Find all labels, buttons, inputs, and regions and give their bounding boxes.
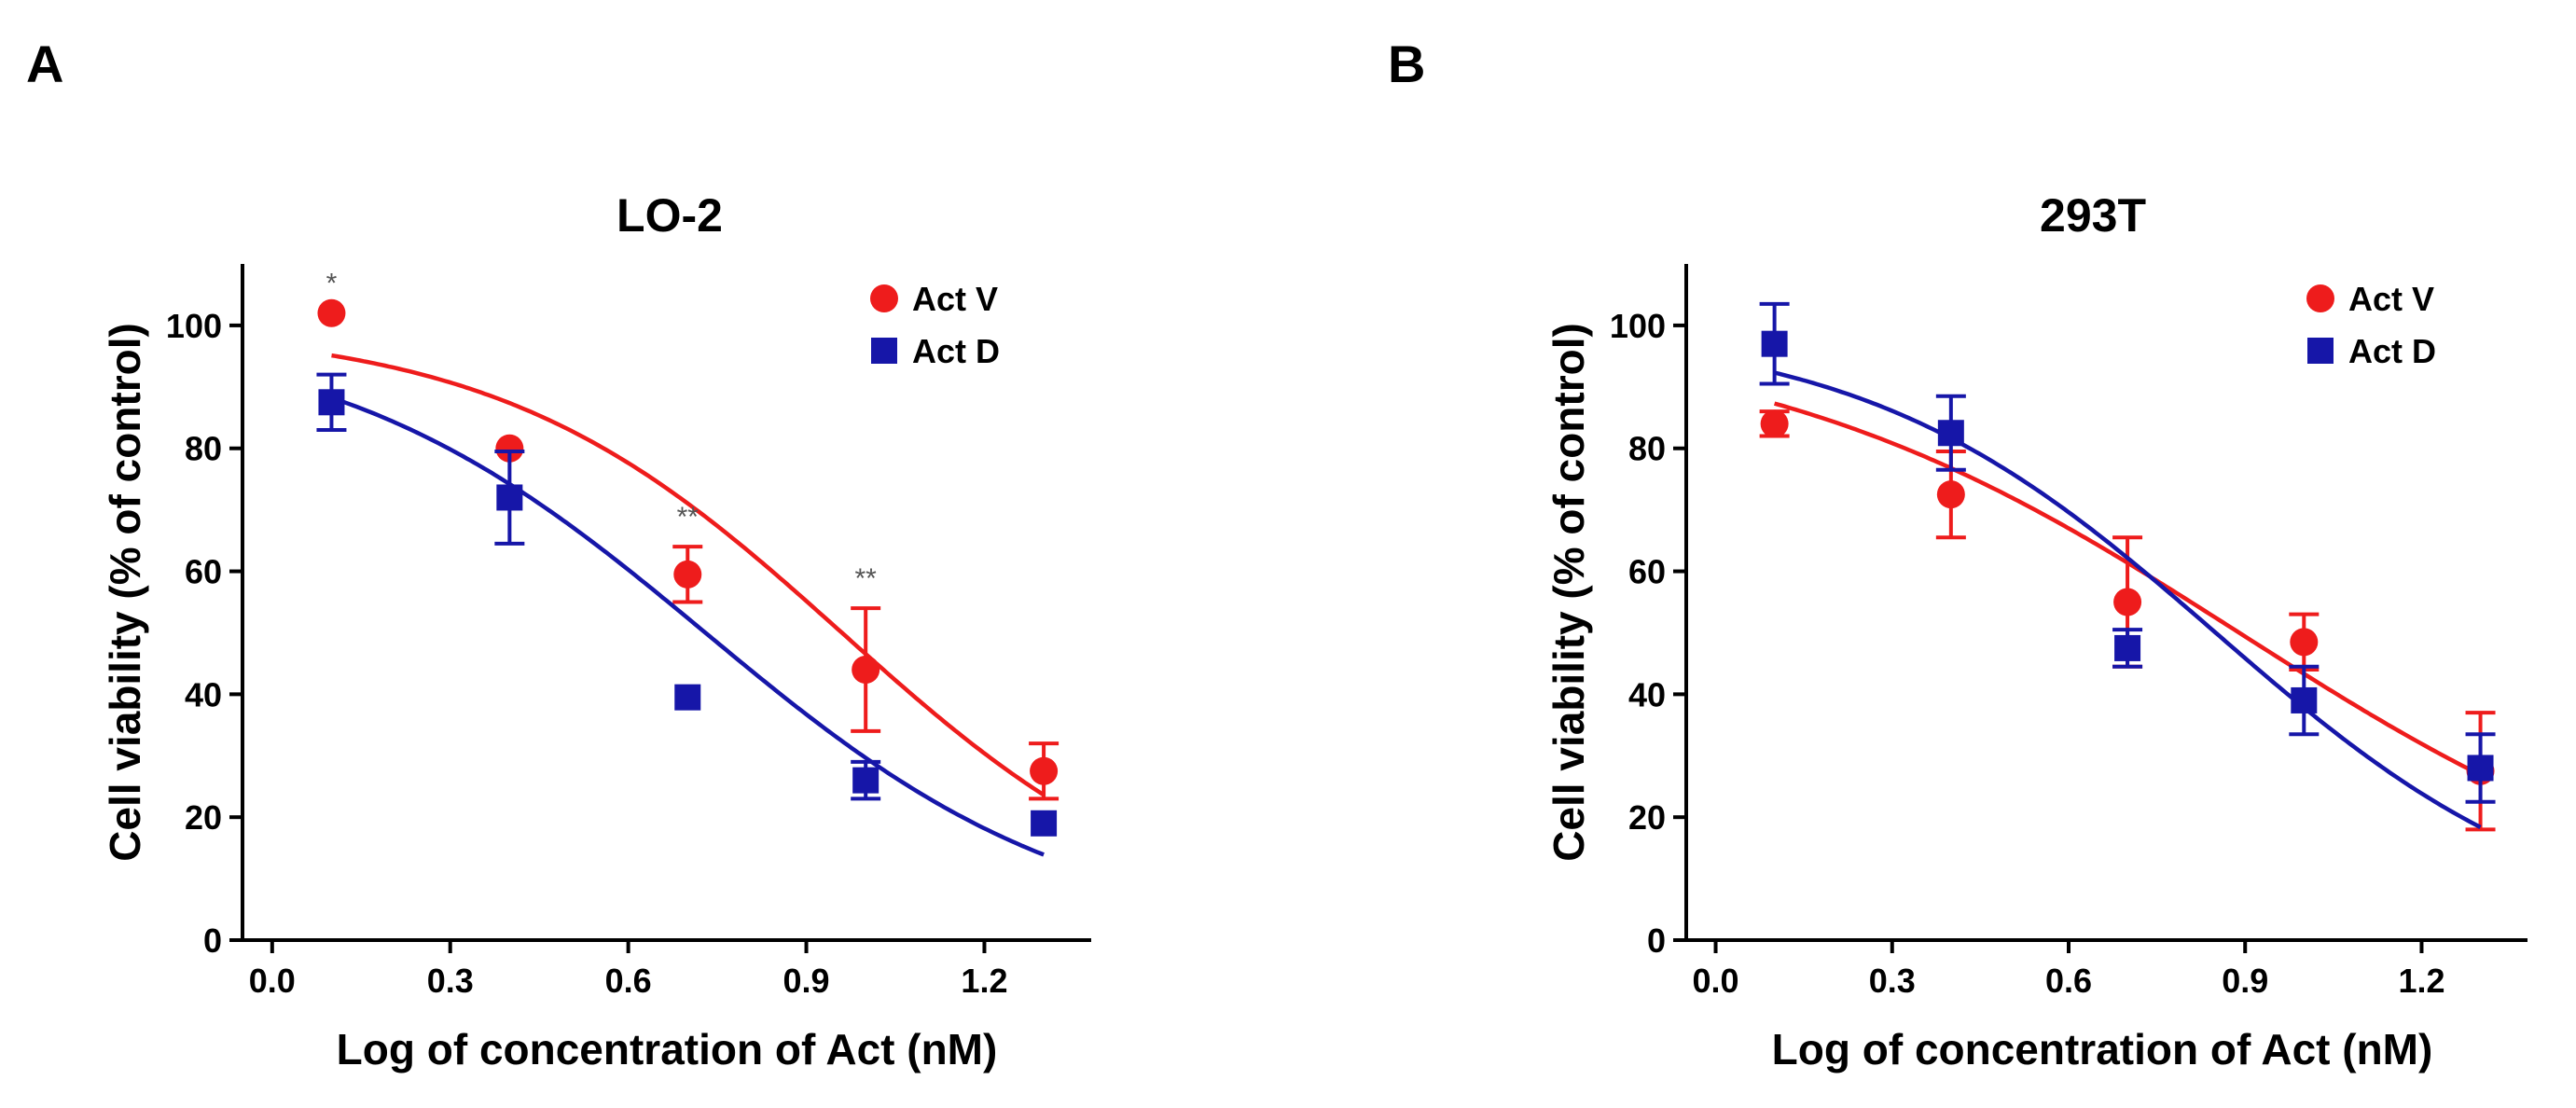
- x-tick-label: 0.9: [783, 962, 830, 1000]
- y-tick-label: 100: [1610, 307, 1666, 345]
- fit-curve-act-d: [1774, 370, 2482, 829]
- data-point-act-v: [2290, 628, 2319, 657]
- data-point-act-v: [1030, 756, 1059, 785]
- y-axis-label-a: Cell viability (% of control): [101, 323, 149, 862]
- data-point-act-d: [2114, 634, 2141, 661]
- chart-title-a: LO-2: [616, 189, 723, 242]
- legend-marker-act-d: [871, 338, 897, 364]
- legend-marker-act-d: [2307, 338, 2334, 364]
- panel-letter-a: A: [26, 35, 63, 93]
- significance-label: **: [855, 563, 878, 594]
- y-tick-label: 80: [1628, 430, 1666, 468]
- fit-curve-act-d: [330, 395, 1045, 857]
- chart-title-b: 293T: [2040, 189, 2146, 242]
- legend-marker-act-v: [2306, 284, 2334, 312]
- data-point-act-v: [1936, 480, 1965, 509]
- y-tick-label: 0: [1647, 921, 1666, 960]
- data-point-act-v: [1760, 409, 1789, 438]
- y-tick-label: 80: [185, 430, 222, 468]
- legend-label-act-d: Act D: [912, 332, 1000, 370]
- x-tick-label: 0.9: [2222, 962, 2268, 1000]
- x-axis-label-b: Log of concentration of Act (nM): [1772, 1025, 2433, 1073]
- x-tick-label: 0.0: [249, 962, 296, 1000]
- legend-marker-act-v: [870, 284, 898, 312]
- data-point-act-d: [2291, 686, 2318, 713]
- y-tick-label: 20: [1628, 798, 1666, 837]
- significance-label: **: [677, 502, 699, 533]
- data-point-act-d: [674, 684, 701, 711]
- y-tick-label: 40: [1628, 675, 1666, 713]
- data-point-act-d: [1937, 420, 1964, 447]
- x-tick-label: 0.0: [1693, 962, 1739, 1000]
- x-tick-label: 1.2: [2398, 962, 2444, 1000]
- x-tick-label: 0.3: [1869, 962, 1916, 1000]
- legend-label-act-v: Act V: [912, 280, 998, 318]
- data-point-act-v: [495, 434, 524, 463]
- y-tick-label: 0: [203, 921, 222, 960]
- data-point-act-v: [852, 656, 880, 684]
- x-axis-label-a: Log of concentration of Act (nM): [337, 1025, 998, 1073]
- y-tick-label: 60: [185, 553, 222, 591]
- x-tick-label: 0.3: [427, 962, 474, 1000]
- data-point-act-d: [496, 484, 523, 511]
- x-tick-label: 1.2: [961, 962, 1007, 1000]
- x-tick-label: 0.6: [605, 962, 652, 1000]
- y-tick-label: 60: [1628, 553, 1666, 591]
- data-point-act-d: [852, 767, 879, 794]
- y-tick-label: 100: [166, 307, 222, 345]
- y-tick-label: 40: [185, 675, 222, 713]
- y-axis-label-b: Cell viability (% of control): [1544, 323, 1593, 862]
- data-point-act-v: [317, 298, 346, 327]
- data-point-act-d: [318, 389, 345, 416]
- panel-letter-b: B: [1388, 35, 1425, 93]
- x-tick-label: 0.6: [2045, 962, 2092, 1000]
- y-tick-label: 20: [185, 798, 222, 837]
- data-point-act-d: [1031, 810, 1058, 837]
- plot-area-b: 0 20 40 60 80 100 0.0 0.3 0.6 0.9 1.2 Act V Act D: [1610, 264, 2528, 1000]
- legend-label-act-v: Act V: [2348, 280, 2434, 318]
- data-point-act-v: [673, 560, 702, 589]
- fit-curve-act-v: [331, 353, 1046, 797]
- data-point-act-d: [2467, 755, 2494, 782]
- data-point-act-v: [2113, 588, 2142, 616]
- data-point-act-d: [1761, 330, 1788, 357]
- significance-label: *: [326, 269, 338, 299]
- legend-label-act-d: Act D: [2348, 332, 2436, 370]
